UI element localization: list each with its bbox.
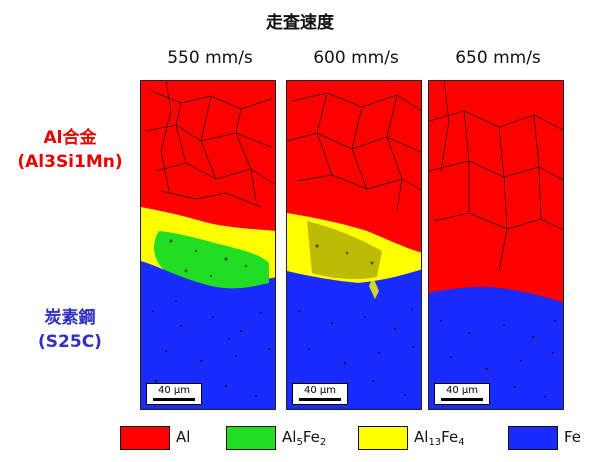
legend-swatch-fe	[508, 426, 558, 450]
bottom-material-grade: (S25C)	[38, 332, 102, 352]
legend-item-al13fe4: Al13Fe4	[358, 424, 478, 452]
scale-bar-line	[441, 398, 483, 401]
top-material-label: Al合金 (Al3Si1Mn)	[0, 126, 140, 174]
legend-label-al: Al	[176, 428, 191, 446]
ebsd-map-650: 40 μm	[428, 80, 564, 410]
figure-title: 走査速度	[266, 13, 334, 33]
legend-swatch-al	[120, 426, 170, 450]
legend-label-al5fe2: Al5Fe2	[282, 428, 327, 448]
legend-label-fe: Fe	[564, 428, 582, 446]
legend-swatch-al13fe4	[358, 426, 408, 450]
top-material-grade: (Al3Si1Mn)	[17, 152, 123, 172]
scale-bar-600: 40 μm	[292, 383, 348, 405]
legend-item-al5fe2: Al5Fe2	[226, 424, 336, 452]
scale-bar-line	[299, 398, 341, 401]
legend-item-fe: Fe	[508, 424, 596, 452]
legend-swatch-al5fe2	[226, 426, 276, 450]
scale-bar-label: 40 μm	[157, 385, 190, 396]
speed-label-550: 550 mm/s	[167, 48, 253, 68]
scale-bar-label: 40 μm	[303, 385, 336, 396]
ebsd-map-600: 40 μm	[286, 80, 422, 410]
speed-label-650: 650 mm/s	[455, 48, 541, 68]
scale-bar-550: 40 μm	[146, 383, 202, 405]
scale-bar-650: 40 μm	[434, 383, 490, 405]
legend-item-al: Al	[120, 424, 200, 452]
ebsd-map-550: 40 μm	[140, 80, 276, 410]
bottom-material-label: 炭素鋼 (S25C)	[0, 306, 140, 354]
legend-label-al13fe4: Al13Fe4	[414, 428, 465, 448]
scale-bar-line	[153, 398, 195, 401]
scale-bar-label: 40 μm	[445, 385, 478, 396]
speed-label-600: 600 mm/s	[313, 48, 399, 68]
top-material-name: Al合金	[43, 128, 97, 148]
bottom-material-name: 炭素鋼	[44, 308, 96, 328]
